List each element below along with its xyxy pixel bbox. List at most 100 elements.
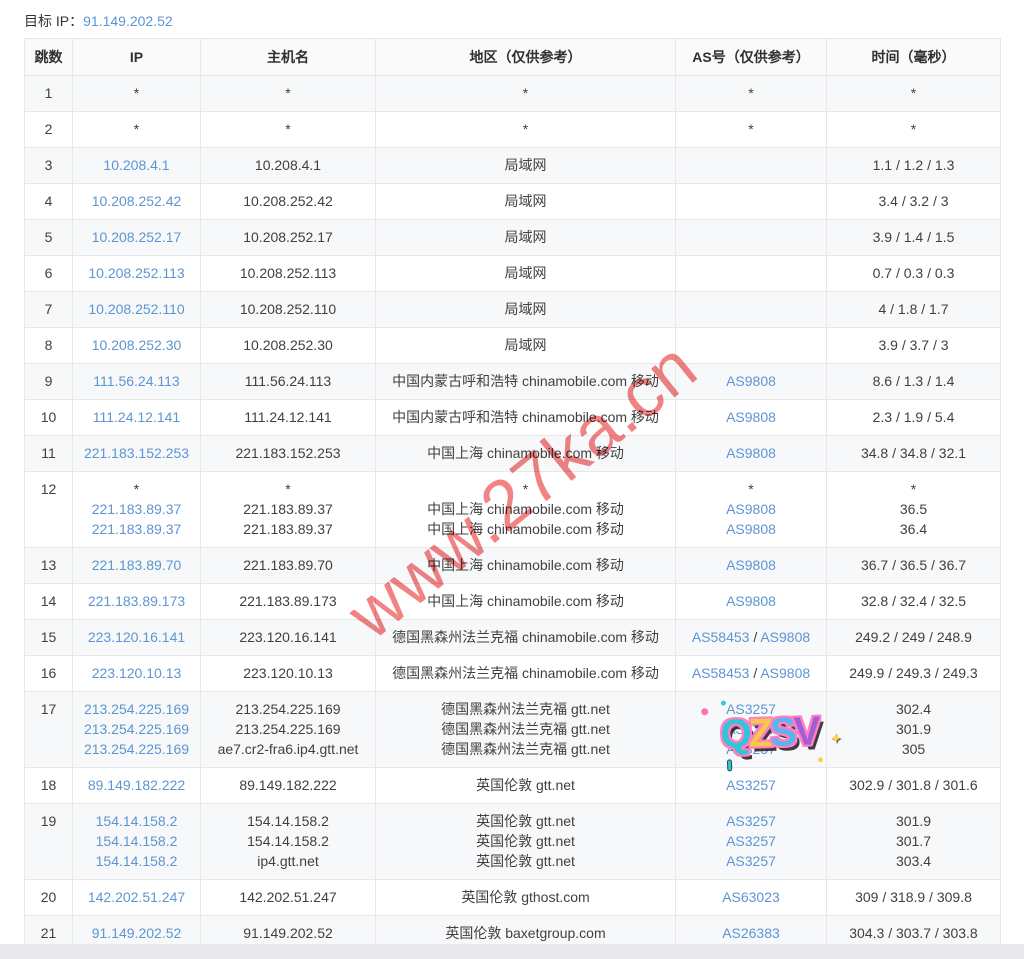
ip-link[interactable]: 223.120.16.141 <box>87 629 186 645</box>
ip-link[interactable]: 221.183.89.173 <box>87 593 186 609</box>
table-row: 6 10.208.252.113 10.208.252.113 局域网 0.7 / 0.… <box>24 255 1001 292</box>
ip-link[interactable]: 111.56.24.113 <box>93 373 180 389</box>
ip-link[interactable]: 213.254.225.169 <box>83 741 190 757</box>
latency-cell: 4 / 1.8 / 1.7 <box>826 291 1001 328</box>
asn-link[interactable]: AS9808 <box>726 501 776 517</box>
ip-link[interactable]: 213.254.225.169 <box>83 721 190 737</box>
asn-link[interactable]: AS9808 <box>726 521 776 537</box>
ip-link[interactable]: 10.208.252.17 <box>91 229 182 245</box>
latency-cell: 3.9 / 1.4 / 1.5 <box>826 219 1001 256</box>
region-cell: * <box>375 75 676 112</box>
ip-cell: 221.183.89.70 <box>72 547 201 584</box>
hop-cell: 20 <box>24 879 73 916</box>
hostname-cell: 154.14.158.2 154.14.158.2 ip4.gtt.net <box>200 803 376 880</box>
ip-link[interactable]: 221.183.152.253 <box>83 445 190 461</box>
hop-cell: 6 <box>24 255 73 292</box>
table-row: 4 10.208.252.42 10.208.252.42 局域网 3.4 / 3.2 … <box>24 183 1001 220</box>
ip-link[interactable]: 154.14.158.2 <box>95 833 178 849</box>
asn-link[interactable]: AS3257 <box>726 833 776 849</box>
ip-link[interactable]: 10.208.4.1 <box>103 157 170 173</box>
ip-cell: 223.120.10.13 <box>72 655 201 692</box>
region-cell: 局域网 <box>375 147 676 184</box>
region-cell: 局域网 <box>375 255 676 292</box>
asn-link[interactable]: AS9808 <box>726 445 776 461</box>
asn-link[interactable]: AS9808 <box>726 373 776 389</box>
table-row: 17 213.254.225.169 213.254.225.169 213.254.… <box>24 691 1001 768</box>
asn-link[interactable]: AS3257 <box>726 777 776 793</box>
ip-link[interactable]: 10.208.252.42 <box>91 193 182 209</box>
asn-cell: AS63023 <box>675 879 827 916</box>
asn-cell <box>675 147 827 184</box>
region-cell: 英国伦敦 gthost.com <box>375 879 676 916</box>
asn-link[interactable]: AS58453 <box>691 629 750 645</box>
hop-cell: 11 <box>24 435 73 472</box>
hostname-cell: 10.208.4.1 <box>200 147 376 184</box>
hop-cell: 14 <box>24 583 73 620</box>
ip-cell: 142.202.51.247 <box>72 879 201 916</box>
hop-cell: 17 <box>24 691 73 768</box>
asn-cell: * AS9808 AS9808 <box>675 471 827 548</box>
latency-cell: 34.8 / 34.8 / 32.1 <box>826 435 1001 472</box>
latency-cell: 302.4 301.9 305 <box>826 691 1001 768</box>
ip-link[interactable]: 10.208.252.113 <box>88 265 185 281</box>
ip-cell: 89.149.182.222 <box>72 767 201 804</box>
asn-link[interactable]: AS9808 <box>726 409 776 425</box>
ip-cell: 10.208.252.17 <box>72 219 201 256</box>
hop-cell: 4 <box>24 183 73 220</box>
table-row: 19 154.14.158.2 154.14.158.2 154.14.158.2 15… <box>24 803 1001 880</box>
ip-link[interactable]: 221.183.89.70 <box>91 557 182 573</box>
ip-link[interactable]: 111.24.12.141 <box>92 409 181 425</box>
table-row: 1 * * * * * <box>24 75 1001 112</box>
region-cell: * <box>375 111 676 148</box>
ip-link[interactable]: 213.254.225.169 <box>83 701 190 717</box>
table-row: 15 223.120.16.141 223.120.16.141 德国黑森州法兰克福 … <box>24 619 1001 656</box>
table-header: 跳数 IP 主机名 地区（仅供参考） AS号（仅供参考） 时间（毫秒） <box>24 38 1001 76</box>
region-cell: 局域网 <box>375 183 676 220</box>
target-ip-line: 目标 IP：91.149.202.52 <box>24 11 173 31</box>
asn-link[interactable]: AS3257 <box>726 741 776 757</box>
hostname-cell: 111.24.12.141 <box>200 399 376 436</box>
region-cell: 局域网 <box>375 219 676 256</box>
asn-link[interactable]: AS3257 <box>726 701 776 717</box>
latency-cell: 0.7 / 0.3 / 0.3 <box>826 255 1001 292</box>
ip-link[interactable]: 142.202.51.247 <box>87 889 186 905</box>
asn-link[interactable]: AS63023 <box>722 889 780 905</box>
latency-cell: 36.7 / 36.5 / 36.7 <box>826 547 1001 584</box>
ip-link[interactable]: 221.183.89.37 <box>91 521 182 537</box>
ip-link[interactable]: 223.120.10.13 <box>91 665 182 681</box>
ip-link[interactable]: 221.183.89.37 <box>91 501 182 517</box>
asn-cell: AS3257 AS3257 AS3257 <box>675 803 827 880</box>
region-cell: 德国黑森州法兰克福 chinamobile.com 移动 <box>375 619 676 656</box>
asn-link[interactable]: AS3257 <box>726 721 776 737</box>
asn-link[interactable]: AS9808 <box>760 665 811 681</box>
region-cell: 英国伦敦 gtt.net 英国伦敦 gtt.net 英国伦敦 gtt.net <box>375 803 676 880</box>
asn-link[interactable]: AS9808 <box>726 593 776 609</box>
target-ip-link[interactable]: 91.149.202.52 <box>83 13 173 29</box>
ip-link[interactable]: 10.208.252.110 <box>88 301 185 317</box>
latency-cell: 301.9 301.7 303.4 <box>826 803 1001 880</box>
latency-cell: * <box>826 75 1001 112</box>
asn-cell <box>675 255 827 292</box>
latency-cell: 32.8 / 32.4 / 32.5 <box>826 583 1001 620</box>
hostname-cell: 10.208.252.42 <box>200 183 376 220</box>
hop-cell: 19 <box>24 803 73 880</box>
hop-cell: 15 <box>24 619 73 656</box>
region-cell: 中国内蒙古呼和浩特 chinamobile.com 移动 <box>375 363 676 400</box>
latency-cell: 249.2 / 249 / 248.9 <box>826 619 1001 656</box>
asn-cell: AS9808 <box>675 435 827 472</box>
asn-link[interactable]: AS3257 <box>726 813 776 829</box>
hostname-cell: * <box>200 111 376 148</box>
table-row: 10 111.24.12.141 111.24.12.141 中国内蒙古呼和浩特 ch… <box>24 399 1001 436</box>
asn-link[interactable]: AS26383 <box>722 925 780 941</box>
table-row: 18 89.149.182.222 89.149.182.222 英国伦敦 gtt.n… <box>24 767 1001 804</box>
ip-link[interactable]: 154.14.158.2 <box>95 853 178 869</box>
asn-link[interactable]: AS9808 <box>726 557 776 573</box>
asn-link[interactable]: AS58453 <box>691 665 750 681</box>
asn-link[interactable]: AS3257 <box>726 853 776 869</box>
asn-cell <box>675 183 827 220</box>
ip-link[interactable]: 89.149.182.222 <box>87 777 186 793</box>
asn-link[interactable]: AS9808 <box>760 629 811 645</box>
ip-link[interactable]: 154.14.158.2 <box>95 813 178 829</box>
ip-link[interactable]: 91.149.202.52 <box>91 925 182 941</box>
ip-link[interactable]: 10.208.252.30 <box>91 337 182 353</box>
